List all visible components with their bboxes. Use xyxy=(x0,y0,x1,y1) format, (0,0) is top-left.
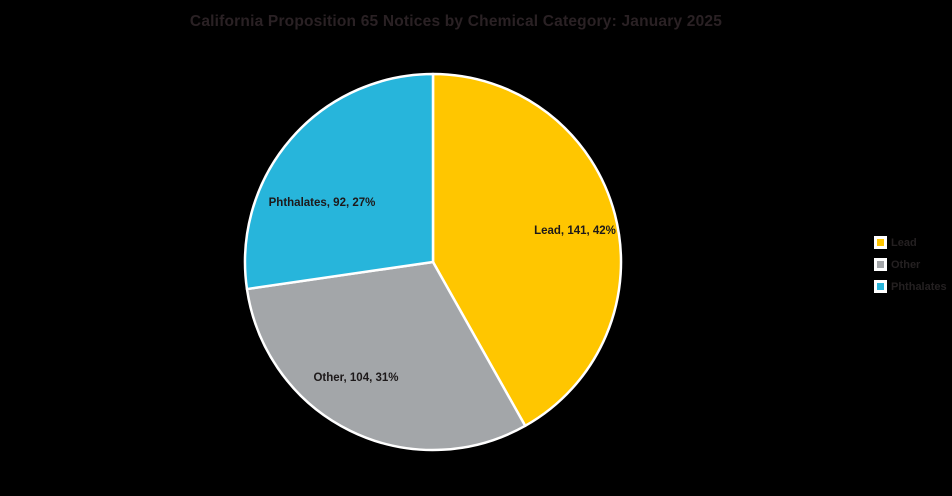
legend-swatch-lead xyxy=(874,236,887,249)
legend-swatch-other-fill xyxy=(877,261,884,268)
legend-label-other: Other xyxy=(891,258,921,271)
legend-swatch-lead-fill xyxy=(877,239,884,246)
legend-item-other: Other xyxy=(874,258,947,271)
data-label-other: Other, 104, 31% xyxy=(313,372,399,384)
chart-title: California Proposition 65 Notices by Che… xyxy=(189,13,723,30)
legend: Lead Other Phthalates xyxy=(874,236,947,293)
legend-swatch-phthalates-fill xyxy=(877,283,884,290)
pie-slice-lead xyxy=(431,72,623,428)
legend-label-phthalates: Phthalates xyxy=(891,280,947,293)
pie-slice-phthalates xyxy=(243,72,435,291)
legend-label-lead: Lead xyxy=(891,236,917,249)
legend-swatch-phthalates xyxy=(874,280,887,293)
data-label-lead: Lead, 141, 42% xyxy=(534,225,616,237)
legend-swatch-other xyxy=(874,258,887,271)
legend-item-phthalates: Phthalates xyxy=(874,280,947,293)
legend-item-lead: Lead xyxy=(874,236,947,249)
pie-slice-other xyxy=(245,260,527,452)
data-label-phthalates: Phthalates, 92, 27% xyxy=(268,197,376,209)
